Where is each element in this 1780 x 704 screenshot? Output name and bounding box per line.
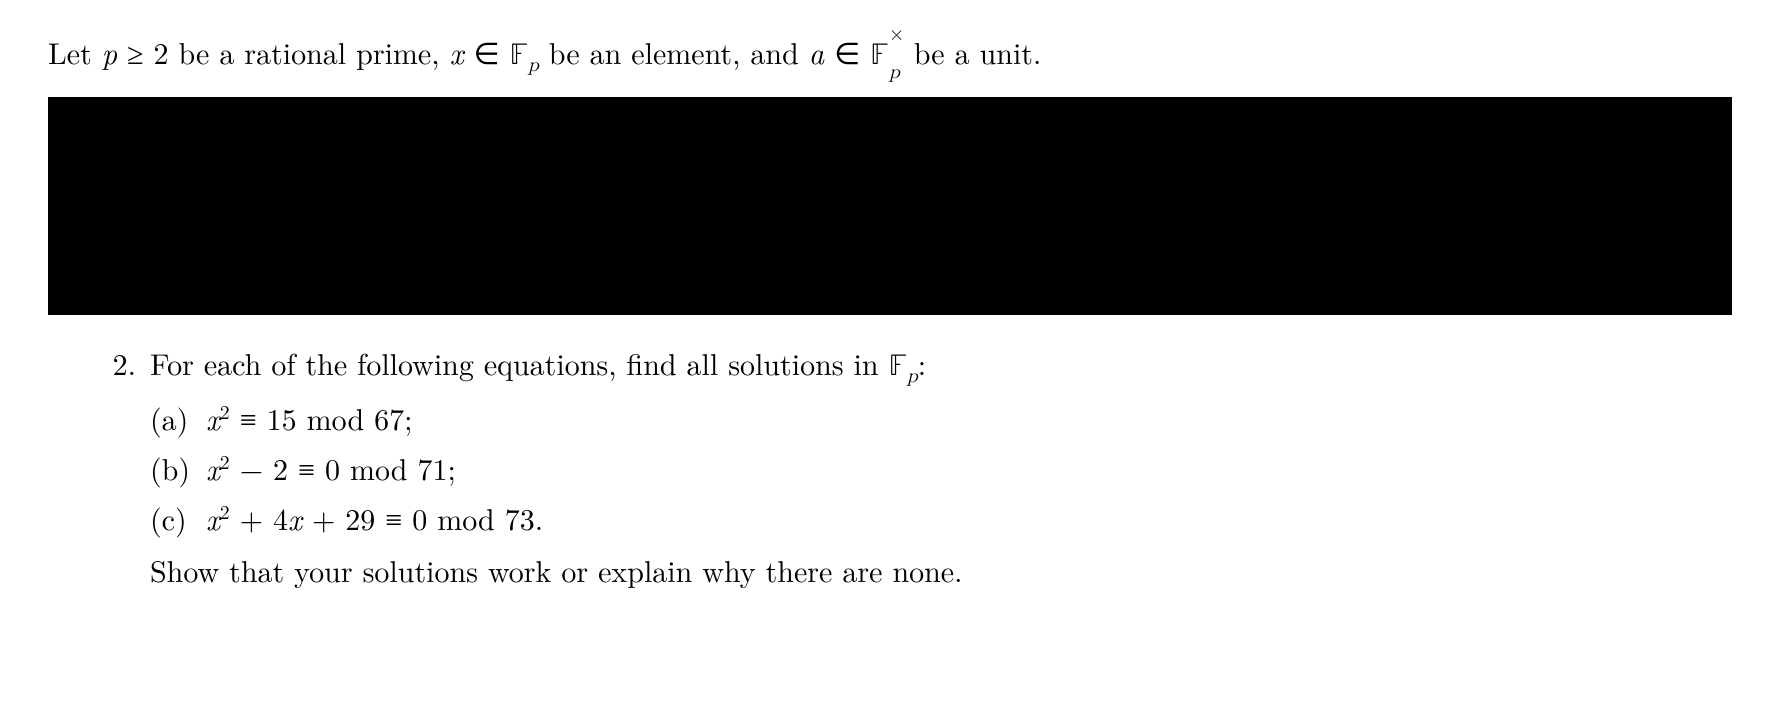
intro-tail: be a unit. [904,30,1042,73]
F2-letter: 𝔽 [870,40,888,70]
a-rel: ≡ [240,396,257,439]
a-end: ; [404,396,412,439]
c-mod: mod [437,496,495,539]
var-a: a [809,30,824,73]
F-sub: p [528,55,539,75]
problem-lead-text: For each of the following equations, fin… [150,341,889,384]
F-letter: 𝔽 [510,40,528,70]
c-rel: ≡ [385,496,402,539]
item-b-eq: x2 − 2 ≡ 0 mod 71; [206,444,456,492]
item-b: (b) x2 − 2 ≡ 0 mod 71; [150,444,1732,492]
c-plus1: + [240,496,263,539]
F2-sup: × [889,19,904,50]
Fp-letter: 𝔽 [889,351,907,381]
intro-mid1: be a rational prime, [169,30,450,73]
item-a: (a) x2 ≡ 15 mod 67; [150,394,1732,442]
b-end: ; [447,446,455,489]
c-x2: x [288,496,302,539]
c-modulus: 73 [505,496,535,539]
a-modulus: 67 [374,396,404,439]
a-rhs: 15 [267,396,297,439]
c-x: x [206,496,220,539]
item-b-label: (b) [150,444,194,492]
sym-in-2: ∈ [834,30,860,73]
b-mod: mod [350,446,408,489]
item-c-eq: x2 + 4x + 29 ≡ 0 mod 73. [206,494,543,542]
sym-geq: ≥ [127,30,143,73]
item-c-label: (c) [150,494,194,542]
var-p: p [102,30,117,73]
item-a-eq: x2 ≡ 15 mod 67; [206,394,412,442]
redacted-block [48,97,1732,315]
intro-mid2: be an element, and [539,30,809,73]
b-c1: 2 [273,446,288,489]
intro-prefix: Let [48,30,102,73]
problem-2-lead: 2. For each of the following equations, … [92,339,1732,390]
problem-text: For each of the following equations, fin… [150,339,926,390]
page: Let p ≥ 2 be a rational prime, x ∈ 𝔽p be… [0,0,1780,704]
a-mod: mod [307,396,365,439]
c-rhs: 0 [412,496,427,539]
Fp-sub: p [907,366,918,386]
b-x: x [206,446,220,489]
sym-Fp-problem: 𝔽p [889,351,918,381]
subitems: (a) x2 ≡ 15 mod 67; (b) x2 − 2 ≡ 0 mod [92,394,1732,542]
sym-in: ∈ [473,30,499,73]
a-sq: 2 [220,397,230,425]
F2-sub: p [889,57,900,88]
c-end: . [535,496,543,539]
problem-colon: : [918,341,926,384]
c-sq: 2 [220,497,230,525]
var-x: x [450,30,464,73]
b-rel: ≡ [298,446,315,489]
c-c2: 29 [345,496,375,539]
intro-sentence: Let p ≥ 2 be a rational prime, x ∈ 𝔽p be… [48,28,1732,79]
c-plus2: + [312,496,335,539]
item-a-label: (a) [150,394,194,442]
item-c: (c) x2 + 4x + 29 ≡ 0 mod 73. [150,494,1732,542]
b-sq: 2 [220,447,230,475]
num-2: 2 [154,30,169,73]
b-modulus: 71 [417,446,447,489]
sym-Fp: 𝔽p [510,40,539,70]
F2-supsub: ×p× [889,31,904,79]
closing-sentence: Show that your solutions work or explain… [92,546,1732,594]
sym-Fp-cross: 𝔽×p× [870,40,904,70]
c-c1: 4 [273,496,288,539]
problem-2: 2. For each of the following equations, … [48,339,1732,594]
problem-number: 2. [92,339,136,387]
b-rhs: 0 [325,446,340,489]
b-minus: − [240,446,263,489]
a-x: x [206,396,220,439]
